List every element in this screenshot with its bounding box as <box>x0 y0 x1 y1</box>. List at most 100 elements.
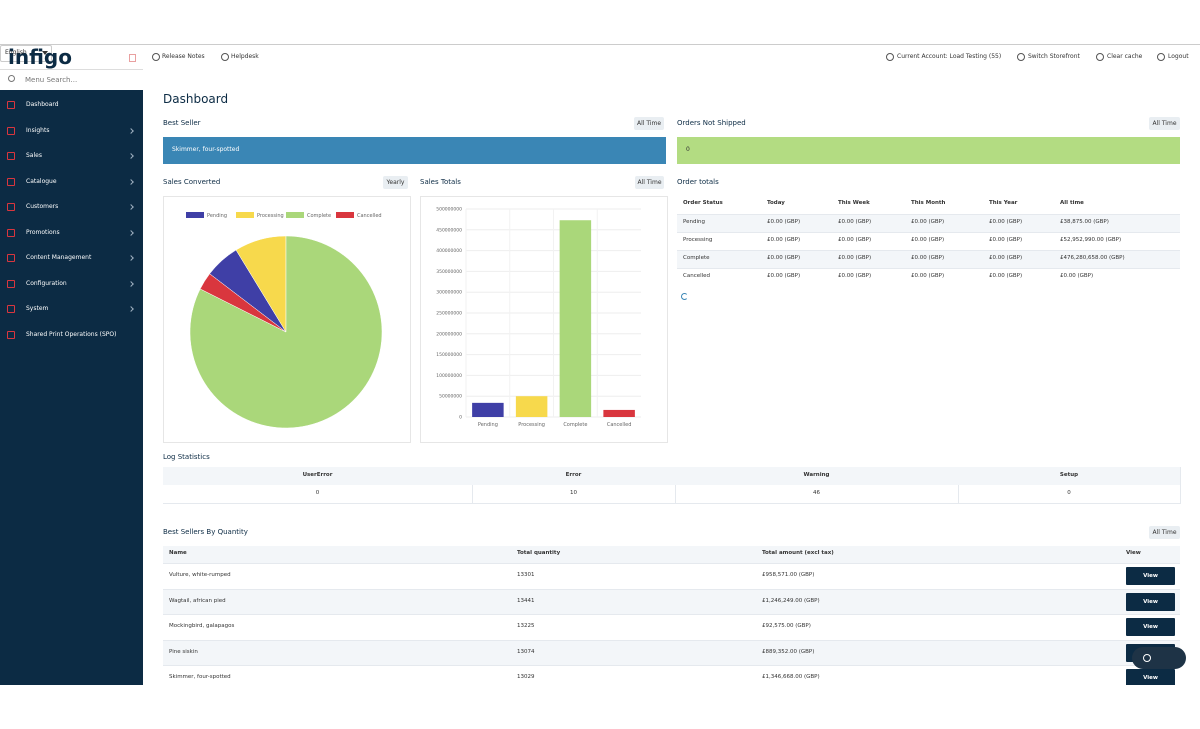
menu-toggle[interactable] <box>129 54 136 62</box>
log-value: 46 <box>813 490 820 496</box>
app: infigo Menu Search... Release Notes Helpd… <box>0 44 1200 685</box>
table-row <box>677 214 1180 233</box>
menu-item[interactable]: Catalogue <box>26 177 57 185</box>
bar <box>515 396 548 417</box>
table-header: Name <box>169 550 187 556</box>
table-cell: Processing <box>683 237 713 243</box>
menu-icon <box>7 305 15 313</box>
log-value: 0 <box>315 490 320 496</box>
filter-button[interactable]: All Time <box>1149 526 1180 539</box>
table-cell: 13029 <box>517 674 535 680</box>
header-link[interactable]: Logout <box>1168 53 1189 60</box>
menu-item[interactable]: Content Management <box>26 254 92 261</box>
header-link[interactable]: Current Account: Load Testing (55) <box>897 53 1002 60</box>
table-cell: £0.00 (GBP) <box>767 273 801 279</box>
view-button[interactable]: View <box>1126 669 1175 685</box>
table-cell: £0.00 (GBP) <box>911 237 945 243</box>
sales_converted-chart: Pending Processing Complete Cancelled <box>163 196 411 443</box>
pie-slice <box>199 273 287 333</box>
filter-button[interactable]: All Time <box>634 117 664 130</box>
menu-item[interactable]: Shared Print Operations (SPO) <box>26 330 117 338</box>
view-button[interactable]: View <box>1126 567 1175 585</box>
sidebar <box>0 90 143 685</box>
table-row <box>163 563 1180 590</box>
table-header: Order Status <box>683 200 723 206</box>
table-header: Total amount (excl tax) <box>762 550 834 556</box>
log-column: Warning <box>803 472 830 478</box>
table-cell: £0.00 (GBP) <box>1060 273 1094 279</box>
header-link[interactable]: Helpdesk <box>231 53 259 60</box>
y-tick-label: 500000000 <box>436 207 462 213</box>
table-cell: £0.00 (GBP) <box>911 219 945 225</box>
legend-label: Complete <box>307 213 331 219</box>
menu-item[interactable]: Dashboard <box>26 101 59 108</box>
menu-icon <box>7 279 15 288</box>
language-select[interactable]: English <box>0 45 52 62</box>
best-seller-value: Skimmer, four-spotted <box>172 146 240 153</box>
refresh-icon[interactable] <box>681 293 688 300</box>
table-cell: Pine siskin <box>169 648 198 655</box>
search-placeholder: Menu Search... <box>25 76 78 84</box>
legend-swatch <box>336 212 354 218</box>
orders-bar <box>677 137 1180 164</box>
table-cell: 13225 <box>517 623 535 629</box>
table-header: This Month <box>911 200 946 206</box>
section-title: Order totals <box>677 178 719 186</box>
table-header: This Week <box>838 200 870 206</box>
table-cell: £889,352.00 (GBP) <box>762 648 815 655</box>
view-button[interactable]: View <box>1126 618 1175 636</box>
log-column: UserError <box>302 472 333 478</box>
table-cell: 13074 <box>517 648 535 655</box>
link-icon <box>1096 53 1104 61</box>
filter-button[interactable]: Yearly <box>383 176 408 189</box>
table-row <box>163 665 1180 685</box>
y-tick-label: 100000000 <box>436 373 462 379</box>
logo[interactable]: infigo <box>8 45 72 69</box>
header-link[interactable]: Clear cache <box>1107 53 1143 60</box>
table-header: Total quantity <box>517 550 561 556</box>
menu-item[interactable]: System <box>26 305 49 312</box>
table-cell: £92,575.00 (GBP) <box>762 623 811 629</box>
menu-item[interactable]: Configuration <box>26 279 67 287</box>
filter-button[interactable]: All Time <box>635 176 664 189</box>
menu-icon <box>7 126 15 135</box>
table-cell: Complete <box>683 255 710 261</box>
menu-item[interactable]: Promotions <box>26 228 60 236</box>
table-cell: £0.00 (GBP) <box>989 219 1023 225</box>
header-link[interactable]: Release Notes <box>162 53 205 60</box>
table-row <box>677 250 1180 269</box>
link-icon <box>152 53 160 61</box>
legend-label: Cancelled <box>357 213 382 219</box>
log-cell-box <box>675 485 959 504</box>
table-cell: £958,571.00 (GBP) <box>762 572 815 578</box>
header-link[interactable]: Switch Storefront <box>1028 53 1080 60</box>
best-seller-bar <box>163 137 666 164</box>
menu-item[interactable]: Insights <box>26 126 50 134</box>
link-icon <box>221 53 229 61</box>
link-icon <box>1017 53 1025 61</box>
table-cell: £0.00 (GBP) <box>989 255 1023 261</box>
menu-icon <box>7 177 15 186</box>
log-value: 10 <box>570 490 577 496</box>
table-cell: 13301 <box>517 572 535 578</box>
bar <box>603 409 635 417</box>
search-box[interactable]: Menu Search... <box>0 69 143 91</box>
table-row <box>677 268 1180 287</box>
log-header <box>958 467 1181 485</box>
y-tick-label: 0 <box>459 415 462 421</box>
language-value: English <box>5 49 27 56</box>
menu-icon <box>7 152 15 160</box>
log-cell-box <box>472 485 676 504</box>
menu-item[interactable]: Sales <box>26 152 42 159</box>
view-button[interactable]: View <box>1126 592 1175 611</box>
log-cell-box <box>958 485 1181 504</box>
table-header: This Year <box>989 200 1018 206</box>
filter-button[interactable]: All Time <box>1149 117 1180 130</box>
menu-item[interactable]: Customers <box>26 203 59 210</box>
help-button[interactable] <box>1132 647 1186 669</box>
log-cell-box <box>163 485 473 504</box>
page-title: Dashboard <box>163 92 229 106</box>
table-cell: £0.00 (GBP) <box>838 255 872 261</box>
table-cell: £0.00 (GBP) <box>989 273 1023 279</box>
